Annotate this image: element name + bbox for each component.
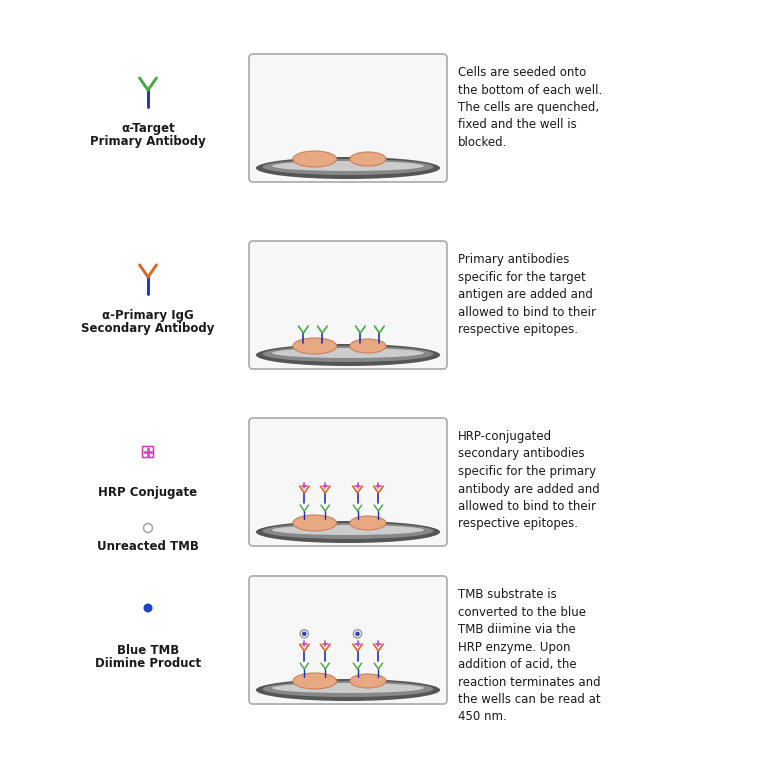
Ellipse shape [263,159,433,175]
Ellipse shape [350,516,386,530]
Ellipse shape [263,346,433,362]
Ellipse shape [350,152,386,166]
Ellipse shape [350,674,386,688]
Ellipse shape [256,521,440,543]
Circle shape [302,632,306,636]
Text: HRP-conjugated
secondary antibodies
specific for the primary
antibody are added : HRP-conjugated secondary antibodies spec… [458,430,600,530]
Text: Diimine Product: Diimine Product [95,657,201,670]
Text: HRP Conjugate: HRP Conjugate [99,486,198,499]
Ellipse shape [293,515,337,531]
FancyBboxPatch shape [249,54,447,182]
Ellipse shape [263,523,433,539]
Ellipse shape [293,151,337,167]
FancyBboxPatch shape [249,241,447,369]
Text: Blue TMB: Blue TMB [117,644,179,657]
Text: α-Target: α-Target [121,122,175,135]
Text: α-Primary IgG: α-Primary IgG [102,309,194,322]
Text: Unreacted TMB: Unreacted TMB [97,540,199,553]
Ellipse shape [272,161,424,171]
Ellipse shape [272,683,424,693]
Ellipse shape [293,673,337,689]
Text: TMB substrate is
converted to the blue
TMB diimine via the
HRP enzyme. Upon
addi: TMB substrate is converted to the blue T… [458,588,601,724]
Ellipse shape [293,338,337,354]
Ellipse shape [272,525,424,535]
Text: Cells are seeded onto
the bottom of each well.
The cells are quenched,
fixed and: Cells are seeded onto the bottom of each… [458,66,602,149]
Ellipse shape [272,348,424,358]
Ellipse shape [256,679,440,701]
Circle shape [144,604,153,613]
Circle shape [355,632,360,636]
FancyBboxPatch shape [249,576,447,704]
Text: Primary antibodies
specific for the target
antigen are added and
allowed to bind: Primary antibodies specific for the targ… [458,253,596,336]
Ellipse shape [256,157,440,179]
Text: Secondary Antibody: Secondary Antibody [81,322,215,335]
Ellipse shape [263,681,433,697]
Ellipse shape [256,344,440,366]
Ellipse shape [350,339,386,353]
Text: Primary Antibody: Primary Antibody [90,135,206,148]
FancyBboxPatch shape [249,418,447,546]
